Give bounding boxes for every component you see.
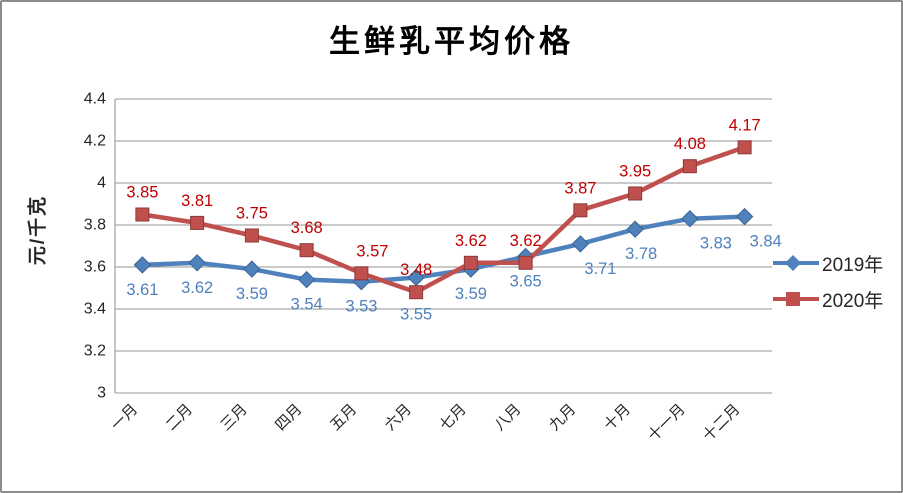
square-marker	[135, 207, 150, 222]
y-tick-label: 4.4	[84, 91, 106, 108]
legend-label-2020: 2020年	[822, 290, 884, 312]
series-line-2020年	[140, 145, 747, 295]
line-diamond-marker-icon	[773, 255, 819, 271]
data-label: 3.61	[126, 281, 158, 299]
data-label: 3.59	[455, 285, 487, 303]
x-tick-label: 十月	[601, 401, 634, 434]
x-tick-label: 二月	[163, 401, 196, 434]
square-marker	[463, 255, 478, 270]
square-marker	[682, 159, 697, 174]
data-label: 3.68	[291, 219, 323, 237]
data-label: 3.81	[181, 192, 213, 210]
diamond-marker	[681, 209, 699, 228]
data-label: 4.08	[674, 135, 706, 153]
diamond-marker	[188, 254, 206, 272]
diamond-marker	[243, 260, 261, 278]
data-label: 3.54	[291, 296, 323, 314]
square-marker	[409, 285, 424, 300]
square-marker	[190, 215, 205, 230]
data-label: 3.83	[700, 235, 732, 253]
legend-label-2019: 2019年	[822, 254, 884, 276]
square-marker	[737, 140, 752, 155]
data-label: 3.48	[400, 261, 432, 279]
square-marker	[244, 228, 259, 243]
square-marker-icon	[786, 292, 800, 306]
data-label: 3.53	[345, 298, 377, 316]
x-tick-label: 八月	[491, 401, 524, 434]
x-tick-label: 十一月	[645, 401, 689, 445]
y-tick-label: 3	[97, 385, 106, 402]
y-tick-label: 3.6	[84, 259, 106, 276]
x-tick-label: 十二月	[700, 401, 744, 445]
data-label: 3.57	[356, 242, 388, 260]
data-label: 3.65	[510, 273, 542, 291]
data-label: 3.62	[181, 279, 213, 297]
data-label: 3.62	[455, 232, 487, 250]
data-label: 4.17	[729, 116, 761, 134]
square-marker	[628, 186, 643, 201]
data-label: 3.59	[236, 285, 268, 303]
x-tick-label: 六月	[382, 401, 415, 434]
y-tick-label: 4	[97, 175, 106, 192]
x-tick-label: 三月	[217, 401, 250, 434]
legend-entry-2020: 2020年	[772, 290, 883, 312]
square-marker	[354, 266, 369, 281]
y-tick-label: 3.2	[84, 343, 106, 360]
square-marker	[518, 255, 533, 270]
y-tick-label: 3.4	[84, 301, 106, 318]
y-tick-label: 4.2	[84, 133, 106, 150]
data-label: 3.85	[126, 184, 158, 202]
legend: 2019年 2020年	[772, 254, 883, 326]
data-label: 3.84	[750, 233, 782, 251]
line-square-marker-icon	[773, 292, 819, 306]
data-label: 3.55	[400, 306, 432, 324]
diamond-marker	[571, 235, 590, 253]
diamond-marker	[735, 207, 754, 226]
data-label: 3.87	[564, 179, 596, 197]
y-tick-label: 3.8	[84, 217, 106, 234]
legend-entry-2019: 2019年	[772, 254, 883, 276]
x-tick-label: 九月	[546, 401, 579, 434]
x-tick-label: 七月	[436, 401, 469, 434]
data-label: 3.71	[584, 260, 616, 278]
x-tick-label: 一月	[108, 401, 141, 434]
data-label: 3.62	[510, 232, 542, 250]
diamond-marker	[297, 270, 316, 289]
chart-title: 生鲜乳平均价格	[329, 24, 574, 60]
diamond-marker	[133, 256, 152, 274]
series-line-2019年	[140, 214, 747, 284]
x-tick-label: 四月	[272, 401, 305, 434]
x-tick-label: 五月	[327, 401, 360, 434]
data-label: 3.78	[625, 245, 657, 263]
diamond-marker	[626, 220, 644, 238]
diamond-marker-icon	[785, 255, 801, 271]
data-label: 3.95	[619, 163, 651, 181]
square-marker	[299, 243, 314, 258]
square-marker	[573, 203, 588, 218]
data-label: 3.75	[236, 205, 268, 223]
